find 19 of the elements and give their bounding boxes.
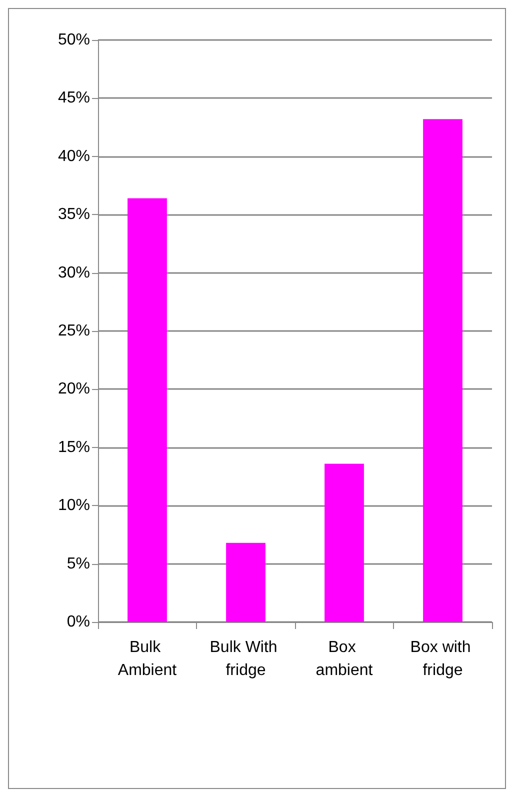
y-tick-label: 45% [58,90,90,107]
x-tick-label: Box with fridge [410,639,476,679]
x-tick-label: Bulk With fridge [210,639,282,679]
y-tick-label: 50% [58,32,90,48]
y-tick-label: 15% [58,438,90,456]
y-tick-label: 0% [66,614,90,630]
y-tick-label: 5% [66,555,90,572]
bar [226,542,266,622]
x-tick-label: Bulk Ambient [118,639,178,679]
bar [324,464,364,622]
y-tick-label: 40% [58,148,90,165]
y-tick-label: 30% [58,264,90,282]
y-tick-label: 35% [58,206,90,224]
bar [423,119,462,622]
y-tick-label: 25% [58,322,90,340]
x-tick-label: Box ambient [316,639,374,679]
bar [128,198,167,622]
y-tick-label: 10% [58,497,90,514]
y-tick-label: 20% [58,380,90,398]
